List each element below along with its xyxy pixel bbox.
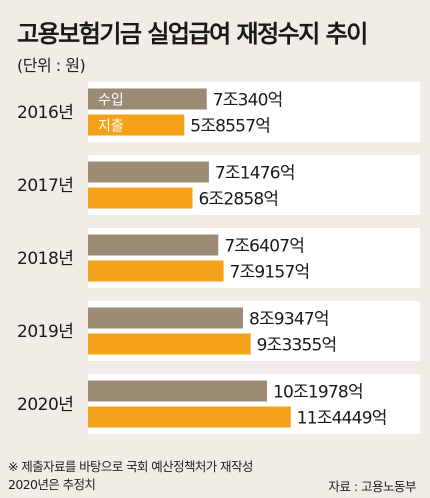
year-label: 2016년 [17, 103, 73, 123]
bar-value-label: 7조340억 [213, 91, 283, 111]
footnote: ※ 제출자료를 바탕으로 국회 예산정책처가 재작성 2020년은 추정치 [8, 458, 253, 494]
bar-value-label: 7조9157억 [230, 263, 310, 283]
year-label: 2017년 [17, 176, 73, 196]
footnote-line-1: ※ 제출자료를 바탕으로 국회 예산정책처가 재작성 [8, 459, 253, 474]
footnote-line-2: 2020년은 추정치 [8, 477, 96, 492]
income-bar [88, 380, 268, 402]
bar-value-label: 6조2858억 [199, 190, 279, 210]
expense-bar [88, 260, 224, 282]
income-bar [88, 307, 243, 329]
bar-value-label: 8조9347억 [249, 310, 329, 330]
expense-bar [88, 187, 193, 209]
bar-value-label: 9조3355억 [257, 336, 337, 356]
bar-value-label: 10조1978억 [273, 383, 363, 403]
income-bar [88, 234, 219, 256]
legend-expense: 지출 [98, 119, 124, 135]
year-label: 2019년 [17, 322, 73, 342]
expense-bar [88, 406, 291, 428]
expense-bar [88, 114, 185, 136]
expense-bar [88, 333, 251, 355]
year-label: 2018년 [17, 249, 73, 269]
bar-value-label: 7조6407억 [224, 237, 304, 257]
unit-label: (단위 : 원) [17, 56, 86, 75]
bar-value-label: 11조4449억 [297, 409, 387, 429]
source-label: 자료 : 고용노동부 [328, 479, 416, 494]
bar-value-label: 7조1476억 [215, 164, 295, 184]
chart-title: 고용보험기금 실업급여 재정수지 추이 [17, 20, 368, 48]
income-bar [88, 88, 207, 110]
legend-income: 수입 [98, 93, 124, 109]
income-bar [88, 161, 209, 183]
bar-value-label: 5조8557억 [190, 117, 270, 137]
year-label: 2020년 [17, 395, 73, 415]
